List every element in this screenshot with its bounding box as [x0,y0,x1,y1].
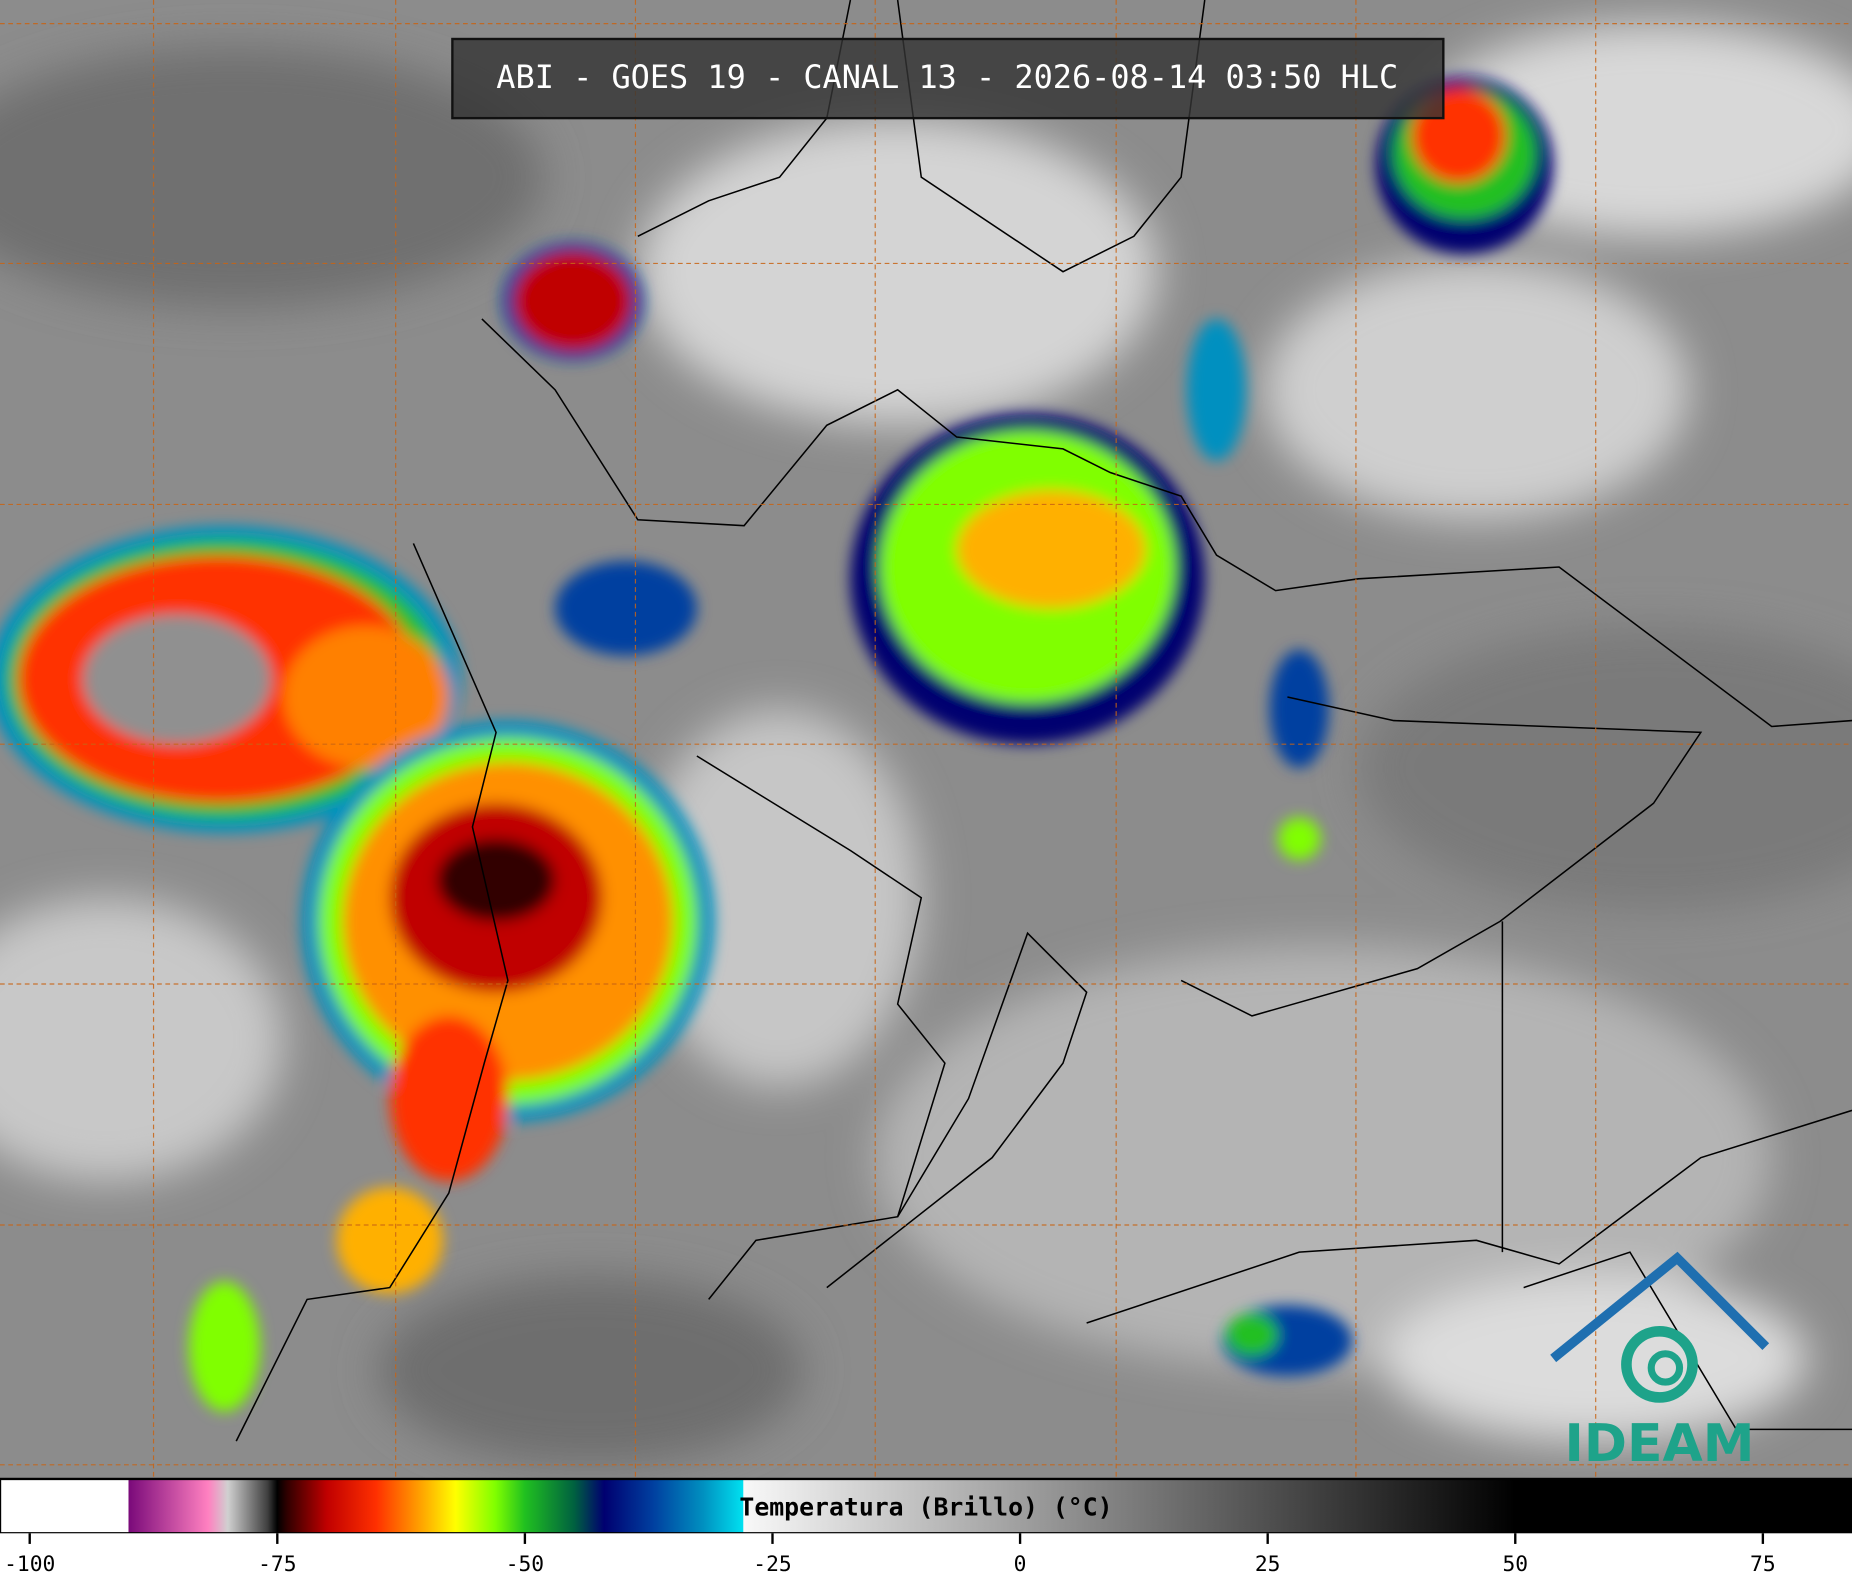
tick-label: -75 [258,1552,296,1577]
cloud-cover [0,23,1852,1465]
graticule [0,0,1852,1479]
map [0,0,1852,1479]
tick-label: 25 [1255,1552,1281,1577]
tick-label: -100 [4,1552,55,1577]
logo-text: IDEAM [1565,1414,1755,1474]
tick-label: -25 [753,1552,791,1577]
storm-cells [0,76,1554,1412]
tick-label: 50 [1502,1552,1528,1577]
title-box: ABI - GOES 19 - CANAL 13 - 2026-08-14 03… [451,37,1445,120]
title: ABI - GOES 19 - CANAL 13 - 2026-08-14 03… [496,58,1398,96]
tick-label: 0 [1014,1552,1027,1577]
tick-label: -50 [506,1552,544,1577]
tick-label: 75 [1750,1552,1776,1577]
logo: IDEAM [1550,1251,1770,1474]
borders [235,0,1852,1442]
colorbar-label: Temperatura (Brillo) (°C) [739,1492,1112,1521]
colorbar: Temperatura (Brillo) (°C) -100 -75 -50 -25 0… [0,1477,1852,1577]
